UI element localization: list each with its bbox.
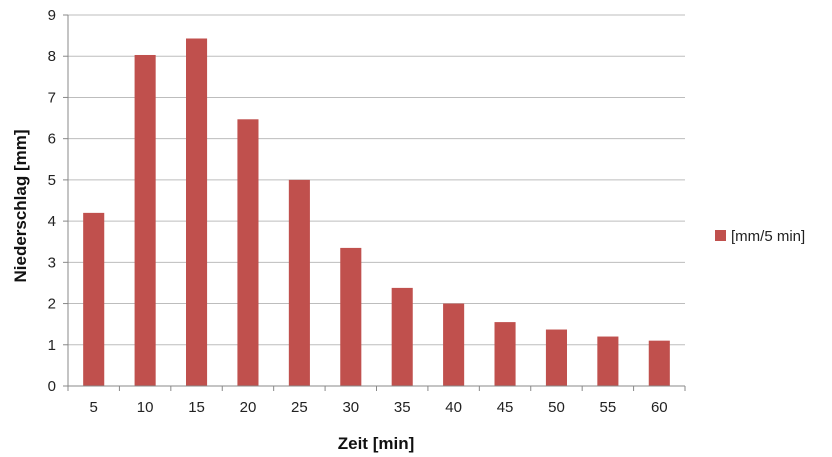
- grid-lines: [68, 14, 685, 346]
- x-tick-label: 55: [600, 399, 617, 416]
- x-tick-label: 60: [651, 399, 668, 416]
- bar: [83, 212, 105, 386]
- y-tick-label: 3: [48, 254, 56, 271]
- y-tick-label: 7: [48, 89, 56, 106]
- x-tick-label: 20: [240, 399, 257, 416]
- bars: [83, 38, 670, 386]
- x-tick-label: 45: [497, 399, 514, 416]
- x-tick-label: 25: [291, 399, 308, 416]
- legend-label: [mm/5 min]: [731, 228, 805, 245]
- x-tick-labels: 5 10 15 20 25 30 35 40 45 50 55 60: [67, 386, 686, 416]
- y-tick-label: 4: [48, 213, 56, 230]
- bar: [391, 287, 413, 386]
- bar: [545, 329, 567, 386]
- y-tick-label: 6: [48, 131, 56, 148]
- bar: [134, 54, 156, 386]
- x-tick-label: 30: [342, 399, 359, 416]
- y-axis-title: Niederschlag [mm]: [11, 129, 30, 282]
- y-tick-label: 8: [48, 48, 56, 65]
- y-tick-label: 2: [48, 296, 56, 313]
- bar: [237, 119, 259, 386]
- y-tick-label: 5: [48, 172, 56, 189]
- y-tick-label: 9: [48, 7, 56, 24]
- x-axis-title: Zeit [min]: [338, 434, 415, 453]
- bar: [648, 340, 670, 386]
- bar: [288, 179, 310, 386]
- y-tick-label: 1: [48, 337, 56, 354]
- x-tick-label: 50: [548, 399, 565, 416]
- y-tick-labels: 0 1 2 3 4 5 6 7 8 9: [48, 7, 68, 395]
- x-tick-label: 5: [90, 399, 98, 416]
- bar: [494, 322, 516, 386]
- x-tick-label: 15: [188, 399, 205, 416]
- x-tick-label: 35: [394, 399, 411, 416]
- bar: [186, 38, 208, 386]
- bar: [597, 336, 619, 386]
- bar: [340, 247, 362, 386]
- y-tick-label: 0: [48, 378, 56, 395]
- legend: [mm/5 min]: [715, 228, 805, 245]
- x-tick-label: 40: [445, 399, 462, 416]
- x-tick-label: 10: [137, 399, 154, 416]
- bar: [443, 303, 465, 386]
- legend-swatch: [715, 230, 726, 241]
